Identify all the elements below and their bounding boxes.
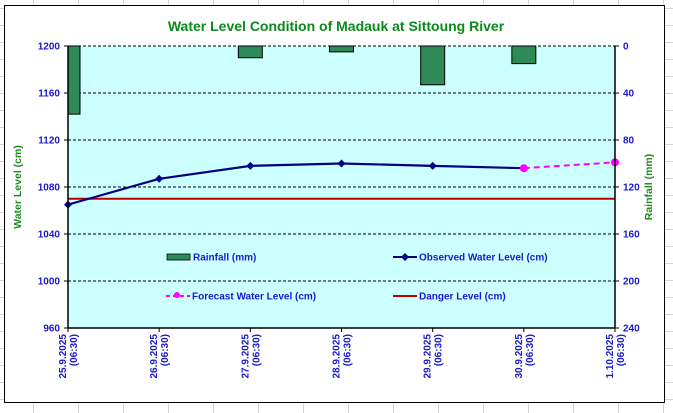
legend-item: Rainfall (mm) <box>166 253 256 264</box>
y-tick-label: 960 <box>43 324 60 335</box>
x-tick-label-time: (06:30) <box>160 334 171 366</box>
rainfall-bar <box>237 45 263 59</box>
y2-tick-label: 0 <box>623 42 629 53</box>
x-tick-label: 1.10.2025 (06:30) <box>605 334 627 379</box>
y2-tick-label: 80 <box>623 136 635 147</box>
x-tick-label: 28.9.2025 (06:30) <box>332 334 354 379</box>
observed-water-level-line <box>67 162 524 206</box>
y-tick-label: 1200 <box>38 42 61 53</box>
observed-point-marker <box>428 161 437 170</box>
x-tick-label-time: (06:30) <box>434 334 445 366</box>
rainfall-bar <box>511 45 537 65</box>
x-tick-label-date: 25.9.2025 <box>58 334 69 379</box>
y2-tick-label: 240 <box>623 324 640 335</box>
y-tick-label: 1000 <box>38 277 61 288</box>
x-tick-label-time: (06:30) <box>343 334 354 366</box>
x-tick-label-date: 26.9.2025 <box>149 334 160 379</box>
forecast-water-level-line <box>523 161 616 170</box>
legend-item: Forecast Water Level (cm) <box>166 292 316 303</box>
x-tick-label-time: (06:30) <box>525 334 536 366</box>
legend-item: Danger Level (cm) <box>393 292 506 303</box>
x-tick-label-date: 27.9.2025 <box>240 334 251 379</box>
x-tick-label-date: 30.9.2025 <box>514 334 525 379</box>
x-tick-label-time: (06:30) <box>616 334 627 366</box>
observed-point-marker <box>337 159 346 168</box>
legend-label: Rainfall (mm) <box>193 253 256 264</box>
y-tick-label: 1160 <box>38 89 60 100</box>
legend-label: Danger Level (cm) <box>419 292 506 303</box>
legend-marker-observed <box>401 253 409 261</box>
x-tick-label-date: 29.9.2025 <box>423 334 434 379</box>
x-tick-label-time: (06:30) <box>69 334 80 366</box>
x-tick-label-date: 28.9.2025 <box>332 334 343 379</box>
x-tick-label: 27.9.2025 (06:30) <box>240 334 262 379</box>
x-tick-label: 25.9.2025 (06:30) <box>58 334 80 379</box>
forecast-point-marker <box>519 164 528 173</box>
y-tick-label: 1120 <box>38 136 60 147</box>
rainfall-bar <box>420 45 446 86</box>
y2-tick-label: 200 <box>623 277 640 288</box>
legend: Rainfall (mm) Observed Water Level (cm) Fo… <box>166 253 548 303</box>
y2-axis-title: Rainfall (mm) <box>643 154 655 221</box>
rainfall-bar <box>329 45 354 53</box>
x-tick-label-date: 1.10.2025 <box>605 334 616 379</box>
rainfall-bar <box>67 45 81 115</box>
x-tick-label: 29.9.2025 (06:30) <box>423 334 445 379</box>
chart-title: Water Level Condition of Madauk at Sitto… <box>168 18 505 34</box>
legend-label: Forecast Water Level (cm) <box>192 292 316 303</box>
legend-swatch-rainfall <box>166 253 191 261</box>
x-tick-label: 26.9.2025 (06:30) <box>149 334 171 379</box>
y2-tick-label: 40 <box>623 89 635 100</box>
y-tick-label: 1080 <box>38 183 61 194</box>
legend-item: Observed Water Level (cm) <box>393 253 548 264</box>
legend-label: Observed Water Level (cm) <box>419 253 548 264</box>
y2-tick-label: 160 <box>623 230 640 241</box>
observed-point-marker <box>246 161 255 170</box>
y2-tick-label: 120 <box>623 183 640 194</box>
legend-marker-forecast <box>174 292 180 298</box>
observed-point-marker <box>155 174 164 183</box>
x-tick-label: 30.9.2025 (06:30) <box>514 334 536 379</box>
y-axis-title: Water Level (cm) <box>12 145 24 229</box>
y-tick-label: 1040 <box>38 230 61 241</box>
x-tick-label-time: (06:30) <box>251 334 262 366</box>
